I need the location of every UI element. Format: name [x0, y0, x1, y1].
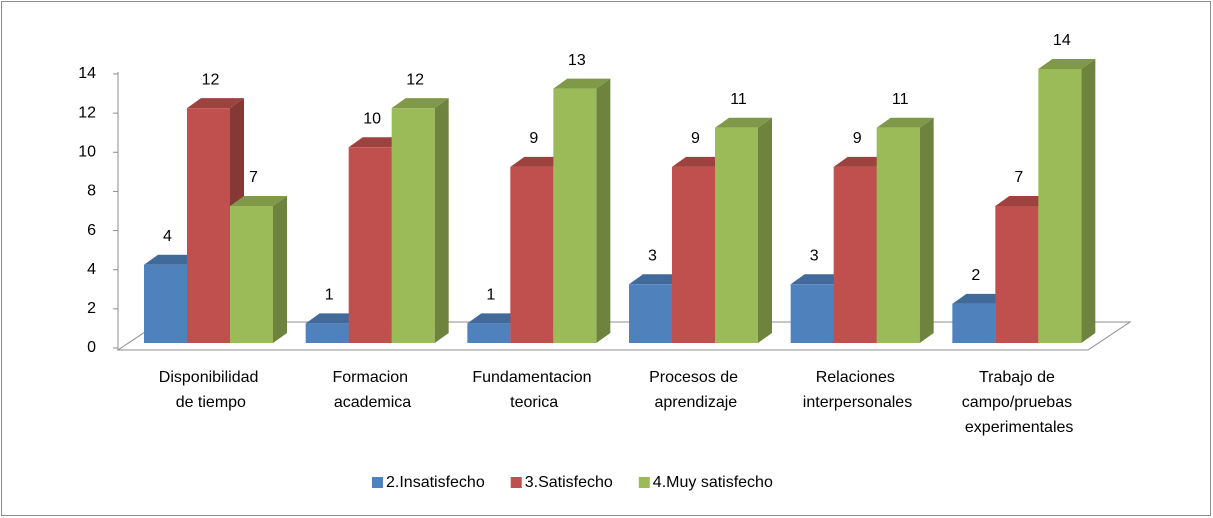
bar-top — [1038, 59, 1096, 69]
bar-front — [790, 284, 834, 343]
data-label: 10 — [363, 111, 381, 128]
bar-front — [952, 303, 996, 343]
data-label: 1 — [486, 287, 495, 304]
bar — [230, 196, 287, 343]
bar-front — [230, 206, 273, 343]
bar-top — [510, 156, 568, 167]
bar-top — [629, 274, 686, 285]
legend-label: 2.Insatisfecho — [386, 474, 485, 491]
bar-top — [672, 156, 729, 167]
bar-side — [434, 98, 449, 344]
legend-label: 3.Satisfecho — [525, 474, 613, 491]
legend-label: 4.Muy satisfecho — [653, 474, 773, 491]
bar-front — [995, 206, 1039, 343]
bar-top — [715, 117, 772, 128]
bar-front — [1038, 69, 1082, 343]
data-label: 4 — [163, 228, 172, 245]
bar-top — [833, 156, 891, 167]
bar-side — [758, 117, 772, 343]
bar-top — [952, 293, 1010, 304]
bar-front — [348, 147, 392, 343]
bar-top — [876, 117, 934, 128]
legend-swatch — [372, 477, 383, 488]
data-label: 11 — [892, 91, 909, 108]
bar-top — [305, 313, 363, 324]
data-label: 3 — [648, 248, 657, 265]
data-label: 7 — [1014, 169, 1023, 186]
data-label: 2 — [971, 267, 980, 284]
bar-front — [833, 166, 877, 343]
bar-side — [919, 117, 934, 343]
data-label: 1 — [325, 287, 334, 304]
bar-top — [391, 98, 449, 109]
bar-front — [876, 127, 920, 343]
bar-top — [348, 137, 406, 148]
bar-side — [1081, 59, 1096, 343]
bar — [715, 117, 772, 343]
x-tick-label: Disponibilidad de tiempo — [159, 369, 263, 411]
y-tick-label: 6 — [87, 222, 96, 239]
bar-top — [553, 78, 611, 89]
bar-top — [230, 196, 287, 206]
data-label: 12 — [202, 71, 220, 88]
bar-front — [553, 88, 597, 343]
y-tick-label: 8 — [87, 183, 96, 200]
y-tick-label: 14 — [78, 65, 96, 82]
bar-front — [715, 127, 758, 343]
x-tick-label: Fundamentacion teorica — [472, 369, 596, 411]
data-label: 3 — [810, 248, 819, 265]
y-tick-label: 12 — [78, 104, 96, 121]
bar-front — [672, 166, 715, 343]
bar — [391, 98, 449, 344]
y-tick-label: 10 — [78, 144, 96, 161]
y-tick-label: 4 — [87, 261, 96, 278]
legend-swatch — [638, 477, 650, 488]
x-tick-label: Relaciones interpersonales — [803, 369, 912, 411]
data-label: 9 — [529, 130, 538, 147]
bar — [1038, 59, 1096, 343]
x-tick-label: Trabajo de campo/pruebas experimentales — [962, 369, 1077, 436]
data-label: 9 — [691, 130, 700, 147]
data-label: 13 — [568, 52, 586, 69]
bar-side — [596, 78, 611, 344]
bar-top — [995, 196, 1053, 206]
bar-side — [273, 196, 287, 343]
y-tick-label: 0 — [87, 339, 96, 356]
bar-front — [187, 108, 230, 344]
data-label: 14 — [1053, 32, 1071, 49]
x-tick-label: Procesos de aprendizaje — [649, 369, 742, 411]
bar-front — [629, 284, 672, 343]
bar — [876, 117, 934, 343]
data-label: 11 — [730, 91, 747, 108]
data-label: 12 — [406, 71, 424, 88]
bar-front — [305, 323, 349, 343]
bar-front — [391, 108, 435, 344]
bar-top — [790, 274, 848, 285]
bar-top — [144, 254, 201, 265]
y-tick-label: 2 — [87, 300, 96, 317]
bar-front — [467, 323, 511, 343]
data-label: 7 — [249, 169, 258, 186]
legend-swatch — [510, 477, 522, 488]
bar-front — [510, 166, 554, 343]
bar-front — [144, 264, 187, 343]
bar-top — [467, 313, 525, 324]
x-tick-label: Formacion academica — [332, 369, 412, 411]
data-label: 9 — [853, 130, 862, 147]
bar-top — [187, 98, 244, 109]
bar — [553, 78, 611, 344]
